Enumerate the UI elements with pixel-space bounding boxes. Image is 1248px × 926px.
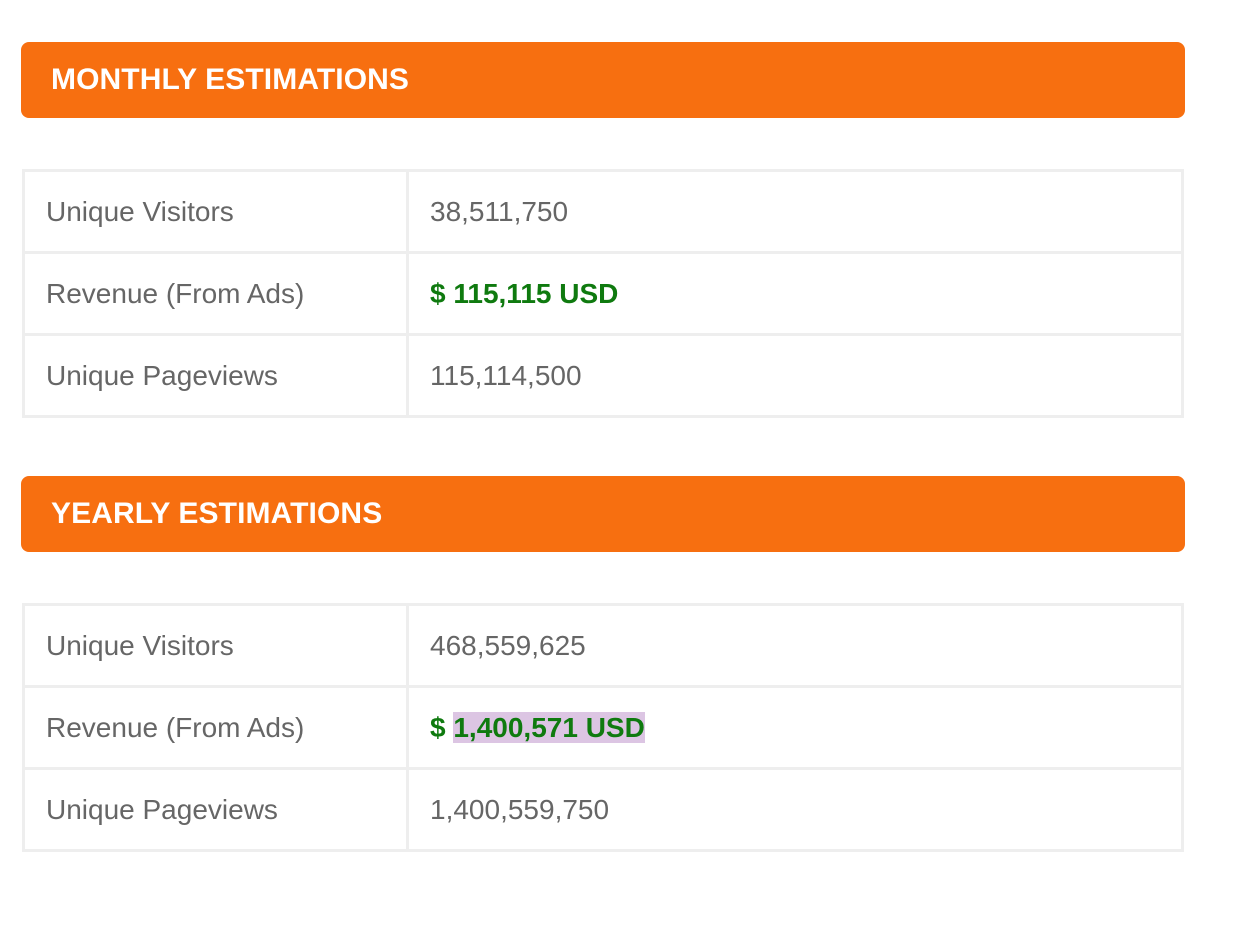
monthly-estimations-table: Unique Visitors 38,511,750 Revenue (From… xyxy=(22,169,1184,418)
monthly-revenue-cell: $ 115,115 USD xyxy=(406,251,1184,336)
yearly-unique-visitors-label: Unique Visitors xyxy=(22,603,409,688)
table-row: Revenue (From Ads) $ 115,115 USD xyxy=(22,251,1184,336)
yearly-revenue-cell: $ 1,400,571 USD xyxy=(406,685,1184,770)
monthly-revenue-label: Revenue (From Ads) xyxy=(22,251,409,336)
yearly-revenue-label: Revenue (From Ads) xyxy=(22,685,409,770)
monthly-estimations-header: MONTHLY ESTIMATIONS xyxy=(21,42,1185,118)
yearly-estimations-title: YEARLY ESTIMATIONS xyxy=(51,497,383,530)
yearly-unique-pageviews-value: 1,400,559,750 xyxy=(406,767,1184,852)
yearly-unique-visitors-value: 468,559,625 xyxy=(406,603,1184,688)
monthly-revenue-currency: $ xyxy=(430,277,446,309)
yearly-estimations-table: Unique Visitors 468,559,625 Revenue (Fro… xyxy=(22,603,1184,852)
monthly-unique-pageviews-label: Unique Pageviews xyxy=(22,333,409,418)
monthly-revenue-value: 115,115 USD xyxy=(453,277,619,309)
yearly-estimations-header: YEARLY ESTIMATIONS xyxy=(21,476,1185,552)
table-row: Revenue (From Ads) $ 1,400,571 USD xyxy=(22,685,1184,770)
table-row: Unique Pageviews 115,114,500 xyxy=(22,333,1184,418)
monthly-unique-pageviews-value: 115,114,500 xyxy=(406,333,1184,418)
table-row: Unique Visitors 38,511,750 xyxy=(22,169,1184,254)
yearly-revenue-value[interactable]: 1,400,571 USD xyxy=(453,711,645,743)
table-row: Unique Pageviews 1,400,559,750 xyxy=(22,767,1184,852)
monthly-unique-visitors-value: 38,511,750 xyxy=(406,169,1184,254)
yearly-revenue-currency: $ xyxy=(430,711,446,743)
table-row: Unique Visitors 468,559,625 xyxy=(22,603,1184,688)
monthly-unique-visitors-label: Unique Visitors xyxy=(22,169,409,254)
monthly-estimations-title: MONTHLY ESTIMATIONS xyxy=(51,63,410,96)
yearly-unique-pageviews-label: Unique Pageviews xyxy=(22,767,409,852)
